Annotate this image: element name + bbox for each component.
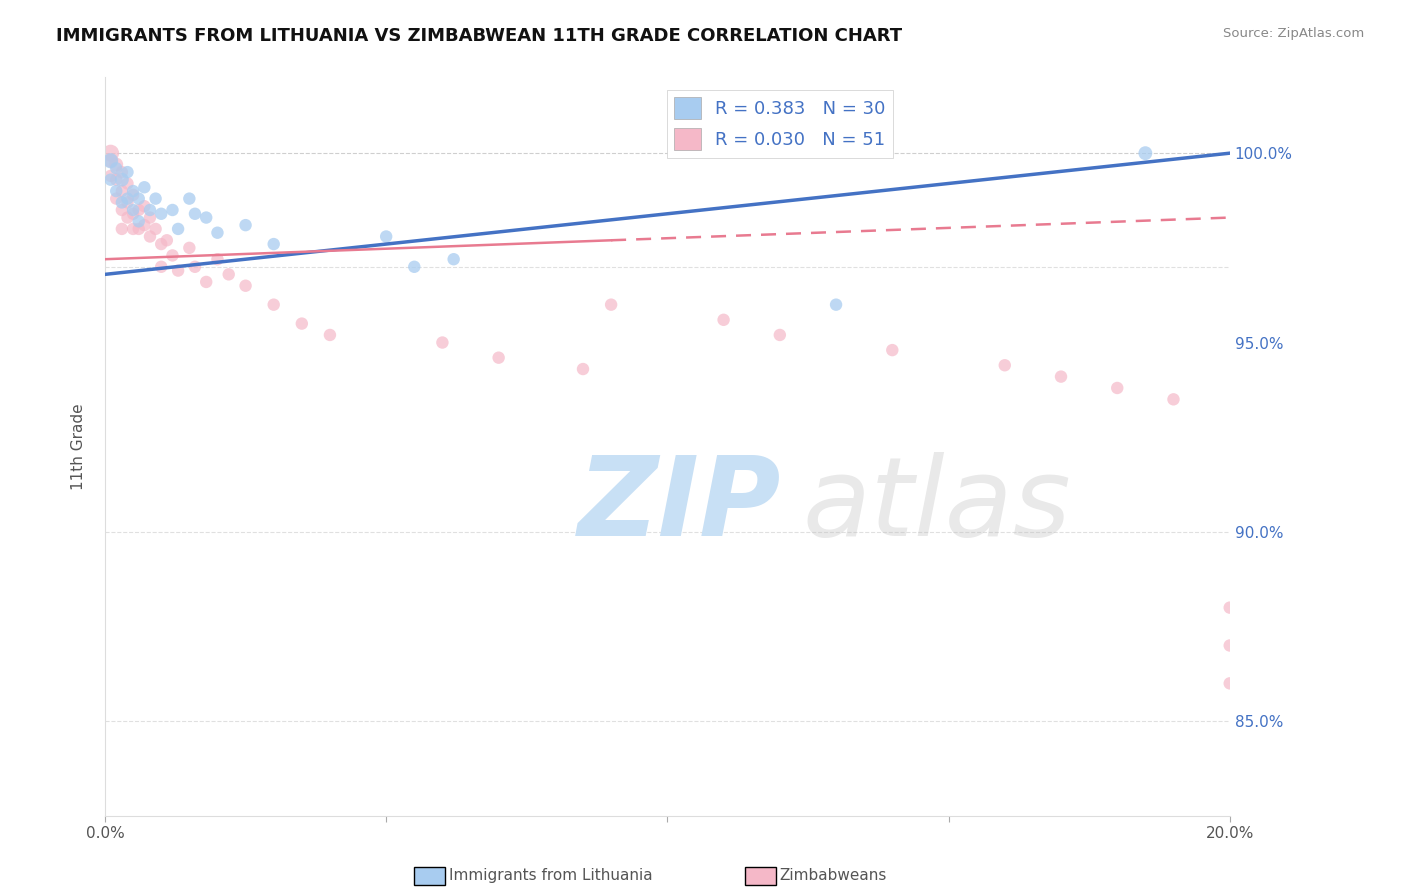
Point	[404, 260, 426, 274]
Point	[128, 214, 150, 228]
Point	[100, 153, 122, 168]
Point	[207, 226, 229, 240]
Point	[134, 199, 156, 213]
Point	[291, 317, 314, 331]
Point	[572, 362, 595, 376]
Legend: R = 0.383   N = 30, R = 0.030   N = 51: R = 0.383 N = 30, R = 0.030 N = 51	[666, 90, 893, 158]
Text: IMMIGRANTS FROM LITHUANIA VS ZIMBABWEAN 11TH GRADE CORRELATION CHART: IMMIGRANTS FROM LITHUANIA VS ZIMBABWEAN …	[56, 27, 903, 45]
Y-axis label: 11th Grade: 11th Grade	[72, 403, 86, 490]
Point	[145, 222, 167, 236]
Point	[207, 252, 229, 267]
Point	[111, 222, 134, 236]
Point	[235, 218, 257, 232]
Point	[122, 222, 145, 236]
Point	[111, 202, 134, 217]
Text: atlas: atlas	[803, 452, 1071, 559]
Point	[167, 263, 190, 277]
Point	[1107, 381, 1129, 395]
Point	[117, 165, 139, 179]
Point	[432, 335, 454, 350]
Point	[105, 184, 128, 198]
Point	[994, 358, 1017, 372]
Point	[100, 169, 122, 183]
Point	[117, 177, 139, 191]
Text: Source: ZipAtlas.com: Source: ZipAtlas.com	[1223, 27, 1364, 40]
Point	[195, 211, 218, 225]
Point	[145, 192, 167, 206]
Point	[139, 229, 162, 244]
Point	[111, 172, 134, 186]
Point	[117, 195, 139, 210]
Point	[319, 328, 342, 343]
Point	[111, 184, 134, 198]
Point	[443, 252, 465, 267]
Point	[105, 172, 128, 186]
Point	[488, 351, 510, 365]
Point	[122, 187, 145, 202]
Point	[263, 298, 285, 312]
Point	[150, 237, 173, 252]
Point	[150, 260, 173, 274]
Point	[111, 165, 134, 179]
Point	[128, 202, 150, 217]
Point	[105, 192, 128, 206]
Point	[117, 192, 139, 206]
Point	[375, 229, 398, 244]
Point	[235, 278, 257, 293]
Point	[139, 202, 162, 217]
Point	[179, 241, 201, 255]
Point	[600, 298, 623, 312]
Point	[100, 146, 122, 161]
Point	[218, 268, 240, 282]
Point	[184, 260, 207, 274]
Point	[128, 192, 150, 206]
Point	[162, 202, 184, 217]
Point	[122, 202, 145, 217]
Point	[134, 180, 156, 194]
Text: Zimbabweans: Zimbabweans	[780, 869, 887, 883]
Point	[105, 157, 128, 171]
Point	[100, 172, 122, 186]
Point	[1219, 676, 1241, 690]
Text: Immigrants from Lithuania: Immigrants from Lithuania	[450, 869, 652, 883]
Text: ZIP: ZIP	[578, 452, 780, 559]
Point	[111, 195, 134, 210]
Point	[882, 343, 904, 357]
Point	[139, 211, 162, 225]
Point	[150, 207, 173, 221]
Point	[1050, 369, 1073, 384]
Point	[1219, 639, 1241, 653]
Point	[122, 207, 145, 221]
Point	[167, 222, 190, 236]
Point	[128, 222, 150, 236]
Point	[1135, 146, 1157, 161]
Point	[100, 153, 122, 168]
Point	[117, 211, 139, 225]
Point	[134, 218, 156, 232]
Point	[105, 161, 128, 176]
Point	[179, 192, 201, 206]
Point	[195, 275, 218, 289]
Point	[162, 248, 184, 262]
Point	[1163, 392, 1185, 407]
Point	[713, 313, 735, 327]
Point	[122, 184, 145, 198]
Point	[263, 237, 285, 252]
Point	[184, 207, 207, 221]
Point	[825, 298, 848, 312]
Point	[769, 328, 792, 343]
Point	[1219, 600, 1241, 615]
Point	[156, 233, 179, 247]
